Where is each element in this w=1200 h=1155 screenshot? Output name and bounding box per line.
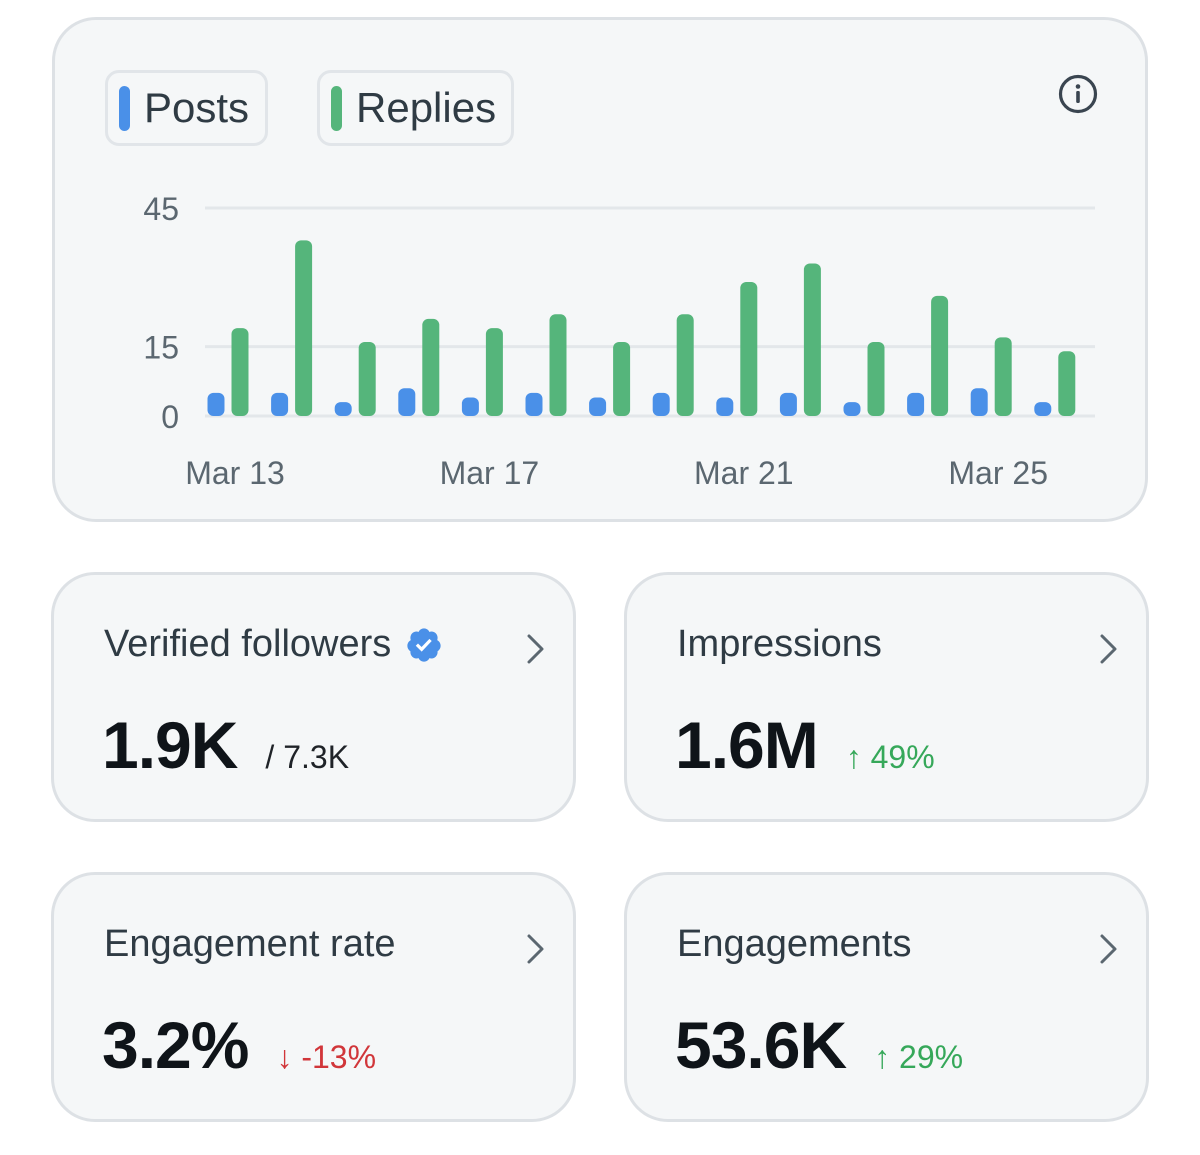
engagement-rate-value: 3.2% [102, 1008, 249, 1082]
replies-bar: Replies Mar 17: 19 [485, 328, 503, 416]
engagement-rate-card[interactable]: Engagement rate 3.2% ↓ -13% [51, 872, 576, 1122]
posts-bar: Posts Mar 25: 6 [970, 388, 988, 416]
engagements-title-row: Engagements [677, 923, 912, 966]
engagements-change: ↑ 29% [874, 1039, 964, 1075]
replies-bar: Replies Mar 23: 16 [867, 342, 885, 416]
posts-color-swatch [119, 85, 130, 131]
replies-bar: Replies Mar 22: 33 [803, 263, 821, 416]
replies-bar: Replies Mar 24: 26 [931, 295, 949, 416]
replies-bar: Replies Mar 15: 16 [358, 342, 376, 416]
impressions-title: Impressions [677, 623, 882, 665]
legend-replies-toggle[interactable]: Replies [317, 70, 514, 146]
y-tick-label: 15 [143, 330, 179, 366]
chevron-right-icon [1100, 634, 1117, 664]
x-tick-label: Mar 13 [185, 455, 285, 491]
posts-bar: Posts Mar 17: 4 [461, 397, 479, 416]
replies-bar: Replies Mar 21: 29 [740, 281, 758, 416]
activity-chart-card: Posts Replies Posts Mar 13: 5 Replies Mar… [52, 17, 1148, 522]
posts-bar: Posts Mar 24: 5 [907, 392, 925, 416]
replies-color-swatch [331, 85, 342, 131]
chevron-right-icon [527, 934, 544, 964]
replies-bar: Replies Mar 16: 21 [422, 318, 440, 416]
posts-bar: Posts Mar 14: 5 [271, 392, 289, 416]
posts-bar: Posts Mar 26: 3 [1034, 402, 1052, 416]
engagement-rate-title-row: Engagement rate [104, 923, 396, 966]
legend-replies-label: Replies [356, 84, 497, 131]
posts-bar: Posts Mar 18: 5 [525, 392, 543, 416]
replies-bar: Replies Mar 14: 38 [295, 240, 313, 416]
x-tick-label: Mar 17 [440, 455, 540, 491]
verified-badge-icon [407, 627, 441, 662]
posts-bar: Posts Mar 21: 4 [716, 397, 734, 416]
chevron-right-icon [527, 634, 544, 664]
posts-bar: Posts Mar 16: 6 [398, 388, 416, 416]
engagements-value: 53.6K [675, 1008, 847, 1082]
x-tick-label: Mar 25 [948, 455, 1048, 491]
engagement-rate-values: 3.2% ↓ -13% [102, 1007, 376, 1083]
verified-followers-title-row: Verified followers [104, 623, 443, 666]
impressions-card[interactable]: Impressions 1.6M ↑ 49% [624, 572, 1149, 822]
posts-bar: Posts Mar 15: 3 [334, 402, 352, 416]
chevron-right-icon [1100, 934, 1117, 964]
verified-followers-values: 1.9K / 7.3K [102, 707, 349, 783]
engagements-values: 53.6K ↑ 29% [675, 1007, 963, 1083]
impressions-title-row: Impressions [677, 623, 882, 666]
bar-chart: Posts Mar 13: 5 Replies Mar 13: 19 Posts M… [143, 191, 1095, 491]
y-tick-label: 0 [161, 399, 179, 435]
impressions-values: 1.6M ↑ 49% [675, 707, 935, 783]
verified-followers-card[interactable]: Verified followers 1.9K / 7.3K [51, 572, 576, 822]
engagement-rate-title: Engagement rate [104, 923, 396, 965]
replies-bar: Replies Mar 25: 17 [994, 337, 1012, 416]
engagement-rate-change: ↓ -13% [276, 1039, 377, 1075]
info-icon[interactable] [1057, 73, 1099, 115]
engagements-title: Engagements [677, 923, 912, 965]
posts-bar: Posts Mar 19: 4 [589, 397, 607, 416]
posts-bar: Posts Mar 22: 5 [779, 392, 797, 416]
replies-bar: Replies Mar 18: 22 [549, 314, 567, 416]
impressions-value: 1.6M [675, 708, 819, 782]
legend-posts-label: Posts [144, 84, 250, 131]
engagements-card[interactable]: Engagements 53.6K ↑ 29% [624, 872, 1149, 1122]
posts-bar: Posts Mar 20: 5 [652, 392, 670, 416]
replies-bar: Replies Mar 19: 16 [613, 342, 631, 416]
replies-bar: Replies Mar 20: 22 [676, 314, 694, 416]
posts-bar: Posts Mar 23: 3 [843, 402, 861, 416]
total-followers-value: / 7.3K [265, 739, 350, 775]
replies-bar: Replies Mar 13: 19 [231, 328, 249, 416]
verified-followers-value: 1.9K [102, 708, 238, 782]
posts-bar: Posts Mar 13: 5 [207, 392, 225, 416]
replies-bar: Replies Mar 26: 14 [1058, 351, 1076, 416]
y-tick-label: 45 [143, 191, 179, 227]
impressions-change: ↑ 49% [845, 739, 935, 775]
verified-followers-title: Verified followers [104, 623, 392, 665]
legend-posts-toggle[interactable]: Posts [105, 70, 268, 146]
x-tick-label: Mar 21 [694, 455, 794, 491]
